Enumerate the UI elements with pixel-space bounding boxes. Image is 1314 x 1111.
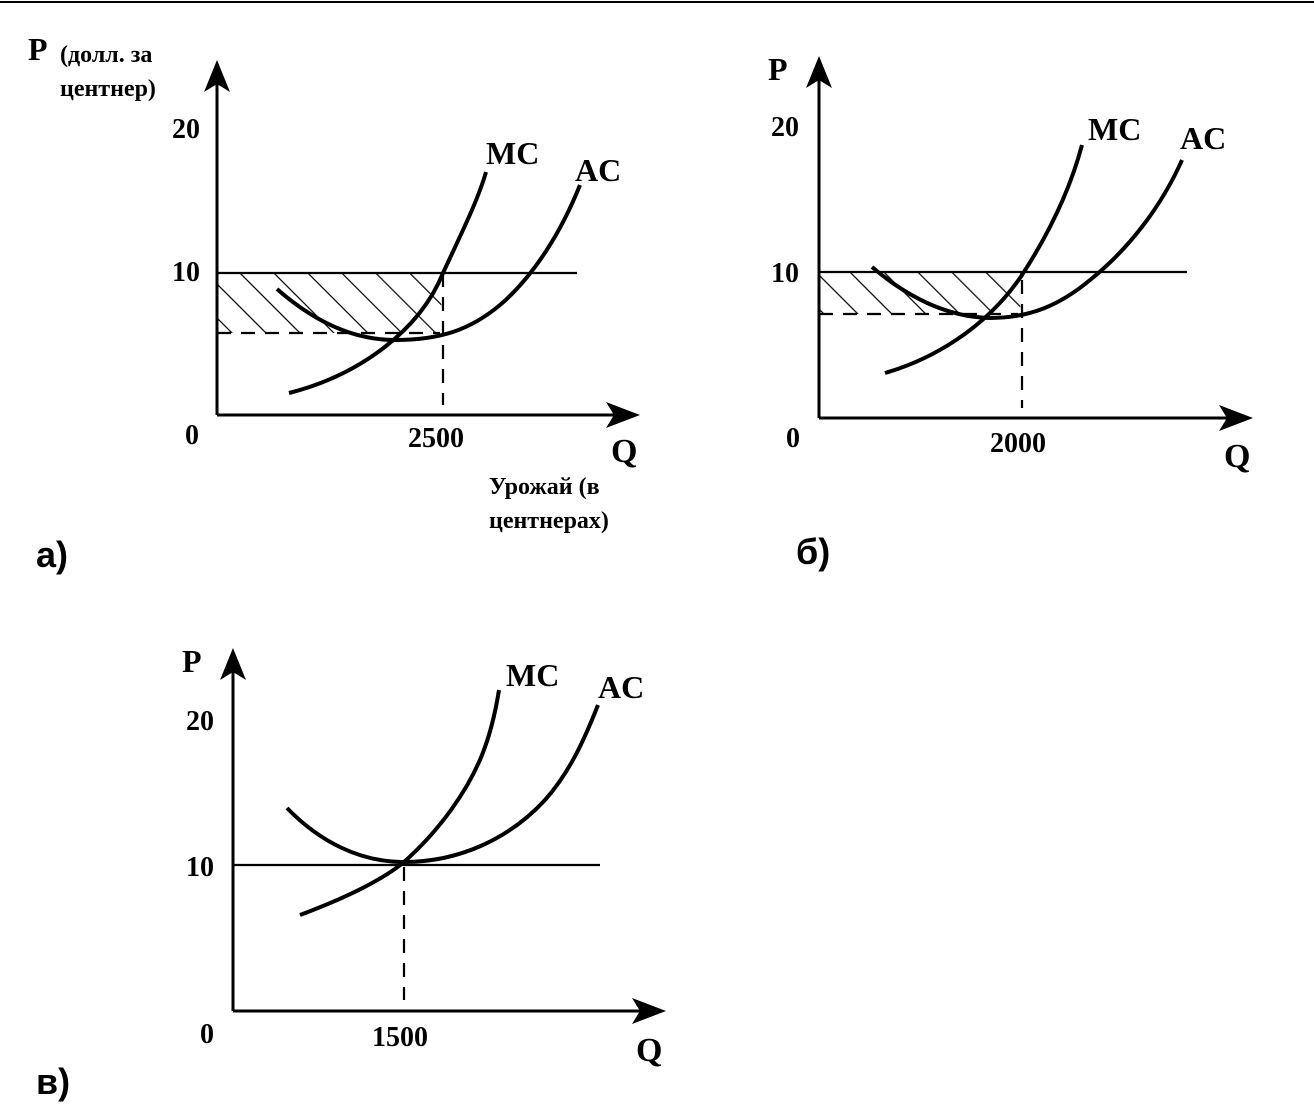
y-axis-symbol: P: [768, 51, 788, 87]
y-axis-symbol: P: [28, 31, 48, 67]
ac-curve: [275, 184, 582, 343]
y-axis-unit-line-2: центнер): [60, 76, 156, 102]
x-tick-optimum: 2000: [990, 428, 1046, 459]
panel-c: P 20 10 0 1500 Q MC AC в): [36, 643, 666, 1102]
x-axis-arrow: [606, 402, 640, 428]
mc-curve: [884, 144, 1084, 375]
origin-label: 0: [786, 423, 800, 454]
x-axis-symbol: Q: [636, 1032, 662, 1069]
y-axis-unit-line-1: (долл. за: [60, 42, 152, 68]
mc-label: MC: [486, 135, 539, 171]
ac-label: AC: [1180, 120, 1226, 156]
y-tick-20: 20: [172, 114, 200, 145]
x-axis-arrow: [632, 998, 666, 1024]
profit-area: [217, 273, 443, 333]
x-axis-symbol: Q: [1224, 438, 1250, 475]
origin-label: 0: [185, 420, 199, 451]
ac-label: AC: [575, 152, 621, 188]
panel-label: б): [796, 531, 830, 572]
profit-area: [819, 273, 1022, 314]
panel-b: P 20 10 0 2000 Q MC AC б): [768, 51, 1253, 572]
panel-a: P (долл. за центнер) 20 10 0 2500 Q Урож…: [28, 31, 640, 575]
y-tick-10: 10: [186, 852, 214, 883]
y-axis-symbol: P: [182, 643, 202, 679]
mc-label: MC: [506, 657, 559, 693]
y-axis-arrow: [204, 60, 230, 92]
y-axis-unit: (долл. за центнер): [60, 42, 158, 102]
panel-label: в): [36, 1061, 70, 1102]
y-axis-arrow: [220, 648, 246, 680]
x-axis-symbol: Q: [611, 433, 637, 470]
ac-curve: [870, 159, 1184, 321]
y-tick-10: 10: [172, 257, 200, 288]
origin-label: 0: [200, 1019, 214, 1050]
x-axis-arrow: [1219, 405, 1253, 431]
x-axis-note-line-1: Урожай (в: [489, 474, 600, 500]
x-tick-optimum: 1500: [372, 1022, 428, 1053]
mc-curve: [299, 689, 501, 917]
y-tick-10: 10: [771, 258, 799, 289]
y-tick-20: 20: [771, 112, 799, 143]
mc-curve: [288, 171, 488, 395]
x-axis-note-line-2: центнерах): [489, 508, 609, 534]
mc-label: MC: [1088, 111, 1141, 147]
ac-label: AC: [598, 669, 644, 705]
x-tick-optimum: 2500: [408, 423, 464, 454]
panel-label: а): [36, 534, 68, 575]
x-axis-note: Урожай (в центнерах): [489, 474, 609, 534]
ac-curve: [285, 704, 600, 865]
y-axis-arrow: [806, 56, 832, 88]
y-tick-20: 20: [186, 706, 214, 737]
